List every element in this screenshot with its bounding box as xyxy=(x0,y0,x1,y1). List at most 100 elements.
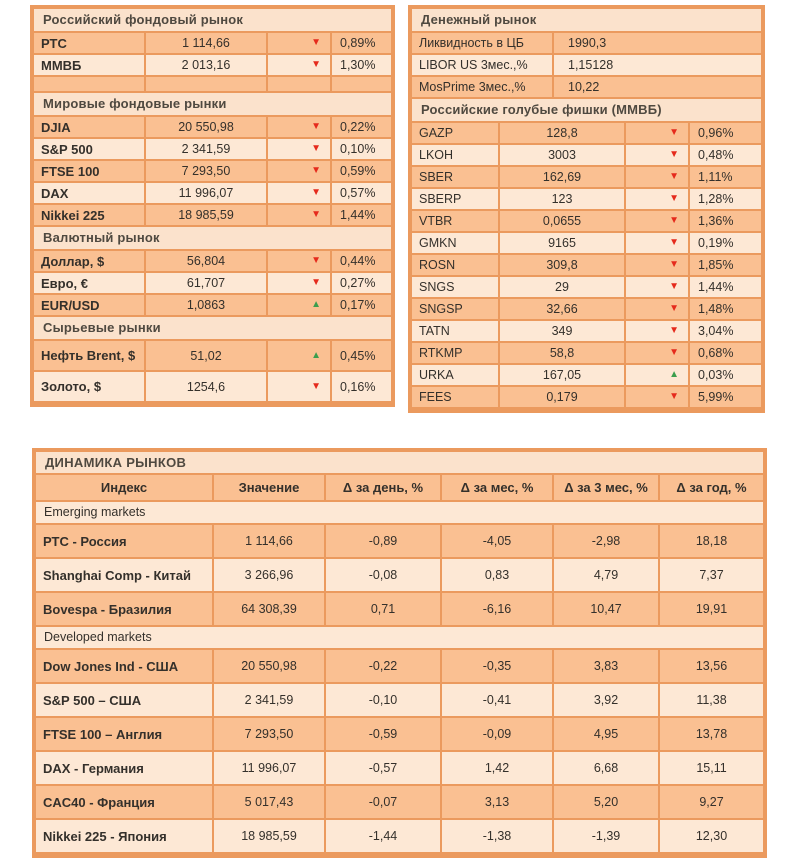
change-percent: 1,11% xyxy=(698,170,733,184)
instrument-value: 56,804 xyxy=(146,251,268,271)
ticker-label: FEES xyxy=(412,387,500,407)
year-change: 11,38 xyxy=(696,693,727,707)
ticker-value: 0,0655 xyxy=(500,211,626,231)
index-name: CAC40 - Франция xyxy=(36,786,214,818)
change-percent: 0,22% xyxy=(340,120,376,134)
table-row: LKOH 3003 ▼ 0,48% xyxy=(412,145,761,167)
year-change: 19,91 xyxy=(695,602,728,616)
index-value: 1 114,66 xyxy=(214,525,326,557)
day-change: -0,07 xyxy=(326,786,442,818)
table-row: SBERP 123 ▼ 1,28% xyxy=(412,189,761,211)
table-row: FTSE 100 – Англия 7 293,50 -0,59 -0,09 4… xyxy=(36,718,763,752)
commodity-markets-rows: Нефть Brent, $ 51,02 ▲ 0,45% Золото, $ 1… xyxy=(34,341,391,403)
left-markets-panel: Российский фондовый рынок РТС 1 114,66 ▼… xyxy=(30,5,395,407)
month-change: -0,41 xyxy=(442,684,554,716)
index-name: Bovespa - Бразилия xyxy=(36,593,214,625)
quarter-change: 10,47 xyxy=(554,593,660,625)
currency-market-rows: Доллар, $ 56,804 ▼ 0,44% Евро, € 61,707 … xyxy=(34,251,391,317)
index-value: 18 985,59 xyxy=(214,820,326,852)
change-direction-icon: ▼ xyxy=(311,277,321,288)
change-percent: 0,19% xyxy=(698,236,734,250)
section-title-russian-market: Российский фондовый рынок xyxy=(34,9,391,33)
change-direction-icon: ▼ xyxy=(669,237,679,248)
change-percent: 0,16% xyxy=(340,379,376,394)
money-market-rows: Ликвидность в ЦБ 1990,3 LIBOR US 3мес.,%… xyxy=(412,33,761,99)
ticker-value: 9165 xyxy=(500,233,626,253)
table-row: CAC40 - Франция 5 017,43 -0,07 3,13 5,20… xyxy=(36,786,763,820)
table-row: Shanghai Comp - Китай 3 266,96 -0,08 0,8… xyxy=(36,559,763,593)
change-direction-cell: ▼ xyxy=(268,161,332,181)
emerging-markets-rows: РТС - Россия 1 114,66 -0,89 -4,05 -2,98 … xyxy=(36,525,763,627)
spacer-cell xyxy=(268,77,332,91)
change-direction-cell: ▼ xyxy=(626,321,690,341)
month-change: 3,13 xyxy=(442,786,554,818)
change-percent: 0,03% xyxy=(698,368,734,382)
change-percent: 0,89% xyxy=(340,36,376,50)
instrument-value: 1254,6 xyxy=(146,372,268,401)
index-name: Nikkei 225 - Япония xyxy=(36,820,214,852)
ticker-label: LKOH xyxy=(412,145,500,165)
table-row: DAX 11 996,07 ▼ 0,57% xyxy=(34,183,391,205)
quarter-change: 4,79 xyxy=(554,559,660,591)
month-change: -0,09 xyxy=(442,718,554,750)
instrument-label: DJIA xyxy=(34,117,146,137)
change-direction-icon: ▼ xyxy=(669,325,679,336)
change-direction-cell: ▼ xyxy=(626,299,690,319)
instrument-label: DAX xyxy=(34,183,146,203)
change-percent: 1,85% xyxy=(698,258,734,272)
change-direction-cell: ▼ xyxy=(268,183,332,203)
index-value: 2 341,59 xyxy=(214,684,326,716)
spacer-cell xyxy=(146,77,268,91)
dynamics-header-row: Индекс Значение Δ за день, % Δ за мес, %… xyxy=(36,475,763,502)
change-direction-cell: ▼ xyxy=(626,167,690,187)
change-percent: 0,10% xyxy=(340,142,376,156)
change-percent: 1,36% xyxy=(698,214,734,228)
ticker-value: 128,8 xyxy=(500,123,626,143)
change-percent: 5,99% xyxy=(698,390,734,404)
change-direction-icon: ▼ xyxy=(311,380,321,392)
year-change: 13,78 xyxy=(695,727,728,741)
column-header-year-change: Δ за год, % xyxy=(676,480,747,495)
table-row: SNGS 29 ▼ 1,44% xyxy=(412,277,761,299)
table-row: Золото, $ 1254,6 ▼ 0,16% xyxy=(34,372,391,403)
change-direction-icon: ▼ xyxy=(311,37,321,48)
index-value: 3 266,96 xyxy=(214,559,326,591)
year-change: 15,11 xyxy=(696,761,727,775)
section-title-blue-chips: Российские голубые фишки (ММВБ) xyxy=(412,99,761,123)
instrument-label: S&P 500 xyxy=(34,139,146,159)
table-row: VTBR 0,0655 ▼ 1,36% xyxy=(412,211,761,233)
instrument-label: Nikkei 225 xyxy=(34,205,146,225)
ticker-label: GMKN xyxy=(412,233,500,253)
change-direction-icon: ▼ xyxy=(669,171,679,182)
change-direction-cell: ▼ xyxy=(626,189,690,209)
table-row: ROSN 309,8 ▼ 1,85% xyxy=(412,255,761,277)
table-row: S&P 500 2 341,59 ▼ 0,10% xyxy=(34,139,391,161)
change-direction-icon: ▼ xyxy=(311,121,321,132)
change-direction-cell: ▼ xyxy=(626,343,690,363)
change-direction-cell: ▼ xyxy=(626,255,690,275)
table-row: Nikkei 225 18 985,59 ▼ 1,44% xyxy=(34,205,391,227)
instrument-value: 11 996,07 xyxy=(146,183,268,203)
instrument-value: 51,02 xyxy=(146,341,268,370)
table-row: RTKMP 58,8 ▼ 0,68% xyxy=(412,343,761,365)
change-direction-cell: ▼ xyxy=(268,273,332,293)
change-direction-icon: ▼ xyxy=(669,347,679,358)
index-name: DAX - Германия xyxy=(36,752,214,784)
top-tables-area: Российский фондовый рынок РТС 1 114,66 ▼… xyxy=(30,5,765,413)
index-name: S&P 500 – США xyxy=(36,684,214,716)
day-change: -0,89 xyxy=(326,525,442,557)
change-percent: 1,48% xyxy=(698,302,734,316)
change-direction-icon: ▼ xyxy=(669,215,679,226)
change-percent: 0,48% xyxy=(698,148,734,162)
instrument-value: 7 293,50 xyxy=(146,161,268,181)
change-direction-icon: ▲ xyxy=(311,349,321,361)
change-percent: 0,57% xyxy=(340,186,376,200)
spacer-cell xyxy=(332,77,391,91)
table-row: DJIA 20 550,98 ▼ 0,22% xyxy=(34,117,391,139)
change-direction-icon: ▼ xyxy=(669,281,679,292)
column-header-day-change: Δ за день, % xyxy=(326,475,442,500)
change-direction-cell: ▲ xyxy=(626,365,690,385)
quarter-change: 3,83 xyxy=(554,650,660,682)
quarter-change: 5,20 xyxy=(554,786,660,818)
table-row: GAZP 128,8 ▼ 0,96% xyxy=(412,123,761,145)
